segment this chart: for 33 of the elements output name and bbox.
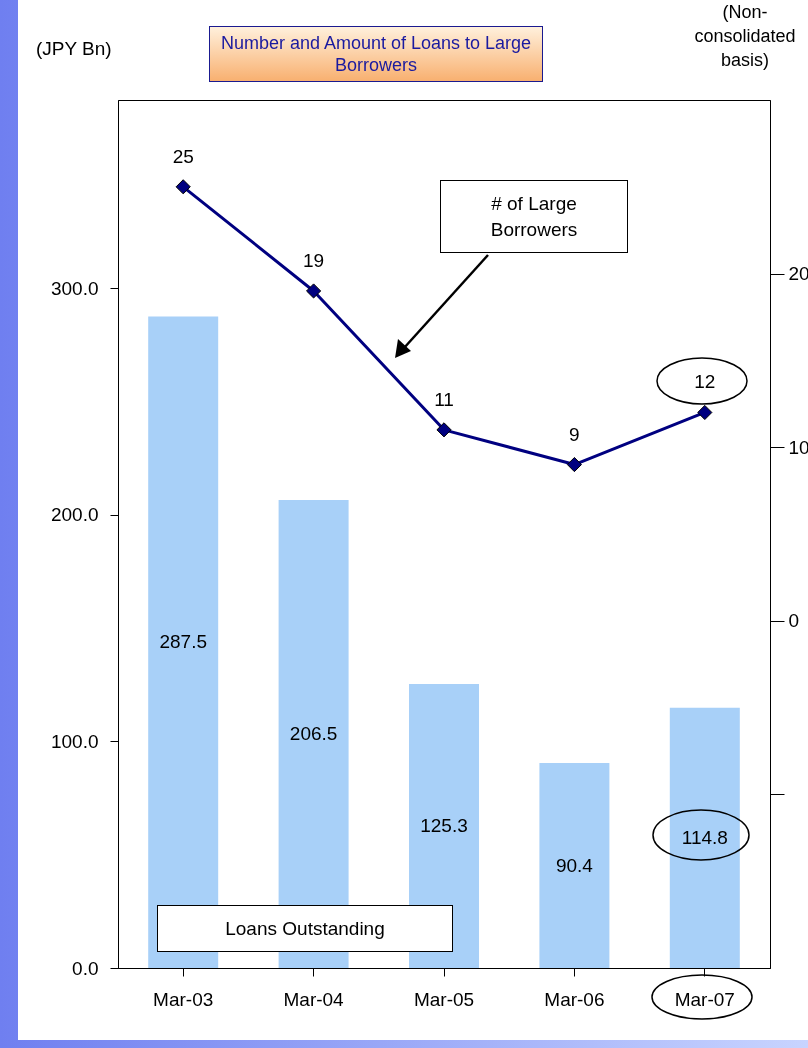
chart-title: Number and Amount of Loans to Large Borrowers bbox=[209, 26, 543, 82]
x-tick-label: Mar-04 bbox=[283, 988, 345, 1010]
text: (Non-consolidated basis) bbox=[693, 1, 797, 72]
data-label: 206.5 bbox=[289, 723, 338, 744]
point bbox=[566, 456, 582, 473]
point bbox=[436, 422, 452, 438]
y-tick-label: 100.0 bbox=[50, 730, 99, 752]
data-label: 19 bbox=[303, 249, 325, 271]
point bbox=[175, 179, 191, 195]
y2-tick-label: 10 bbox=[788, 436, 808, 458]
point bbox=[697, 404, 713, 421]
x-tick-label: Mar-07 bbox=[674, 988, 735, 1010]
y-tick-label: 0.0 bbox=[72, 957, 99, 979]
data-label: 9 bbox=[569, 423, 580, 445]
bar bbox=[669, 707, 740, 968]
data-label: 125.3 bbox=[420, 815, 468, 837]
y-tick-label: 300.0 bbox=[50, 277, 99, 299]
y-tick-label: 200.0 bbox=[50, 504, 99, 526]
data-label: 25 bbox=[172, 145, 194, 167]
bar bbox=[148, 316, 219, 968]
y2-tick-label: 0 bbox=[788, 610, 800, 632]
data-label: 90.4 bbox=[555, 854, 594, 876]
data-label: 11 bbox=[434, 388, 454, 410]
text: (JPY Bn) bbox=[36, 38, 113, 60]
bar bbox=[539, 763, 610, 968]
data-label: 12 bbox=[694, 371, 716, 393]
x-tick-label: Mar-03 bbox=[153, 988, 214, 1010]
x-tick-label: Mar-05 bbox=[413, 988, 475, 1010]
point bbox=[306, 283, 322, 299]
x-tick-label: Mar-06 bbox=[544, 988, 605, 1010]
data-label: 287.5 bbox=[159, 631, 207, 653]
y2-tick-label: 20 bbox=[788, 263, 808, 285]
data-label: 114.8 bbox=[681, 826, 728, 848]
